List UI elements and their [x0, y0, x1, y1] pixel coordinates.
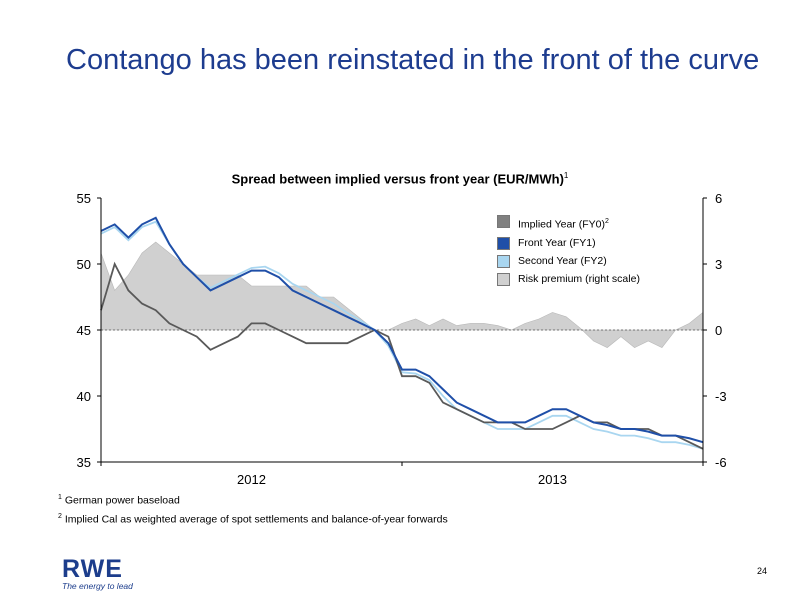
legend-label-risk: Risk premium (right scale)	[518, 272, 640, 285]
left-tick-label: 55	[77, 191, 91, 206]
legend-swatch-risk	[497, 272, 510, 286]
chart-title-text: Spread between implied versus front year…	[231, 171, 564, 187]
legend-label-fy0: Implied Year (FY0)	[518, 218, 605, 231]
right-tick-label: 6	[715, 191, 722, 206]
left-tick-label: 50	[77, 257, 91, 272]
fy0-line	[100, 261, 704, 450]
left-tick-label: 35	[77, 455, 91, 470]
left-tick-label: 45	[77, 323, 91, 338]
chart-legend: Implied Year (FY0)2 Front Year (FY1) Sec…	[497, 215, 648, 291]
legend-item-fy2: Second Year (FY2)	[497, 254, 648, 268]
footnote-1-marker: 1	[58, 494, 62, 501]
right-tick-label: -3	[715, 389, 727, 404]
risk-premium-area	[100, 241, 704, 348]
legend-item-risk: Risk premium (right scale)	[497, 272, 648, 286]
footnote-2: 2 Implied Cal as weighted average of spo…	[58, 509, 448, 528]
slide-title: Contango has been reinstated in the fron…	[66, 44, 760, 76]
rwe-logo: RWE The energy to lead	[62, 555, 133, 592]
left-tick-label: 40	[77, 389, 91, 404]
footnote-1: 1 German power baseload	[58, 490, 448, 509]
footnotes: 1 German power baseload 2 Implied Cal as…	[58, 490, 448, 527]
chart-title-footnote-marker: 1	[563, 171, 569, 180]
footnote-2-marker: 2	[58, 512, 62, 520]
footnote-2-text: Implied Cal as weighted average of spot …	[64, 513, 448, 525]
legend-swatch-fy2	[497, 254, 510, 268]
page-number: 24	[757, 566, 768, 576]
right-tick-label: 3	[715, 257, 722, 272]
legend-footnote-marker: 2	[604, 218, 609, 225]
logo-tagline: The energy to lead	[62, 581, 133, 591]
logo-word: RWE	[62, 555, 123, 583]
right-tick-label: 0	[715, 323, 722, 338]
right-tick-label: -6	[715, 455, 727, 470]
chart-title: Spread between implied versus front year…	[0, 171, 800, 186]
fy1-line	[100, 216, 704, 444]
legend-label-fy2: Second Year (FY2)	[518, 254, 607, 267]
legend-item-fy1: Front Year (FY1)	[497, 236, 648, 250]
footnote-1-text: German power baseload	[64, 494, 180, 507]
legend-swatch-fy1	[497, 236, 510, 250]
legend-swatch-fy0	[497, 215, 510, 228]
x-tick-label: 2013	[538, 472, 567, 487]
legend-label-fy1: Front Year (FY1)	[518, 236, 596, 249]
legend-item-fy0: Implied Year (FY0)2	[497, 215, 648, 232]
x-tick-label: 2012	[237, 472, 266, 487]
